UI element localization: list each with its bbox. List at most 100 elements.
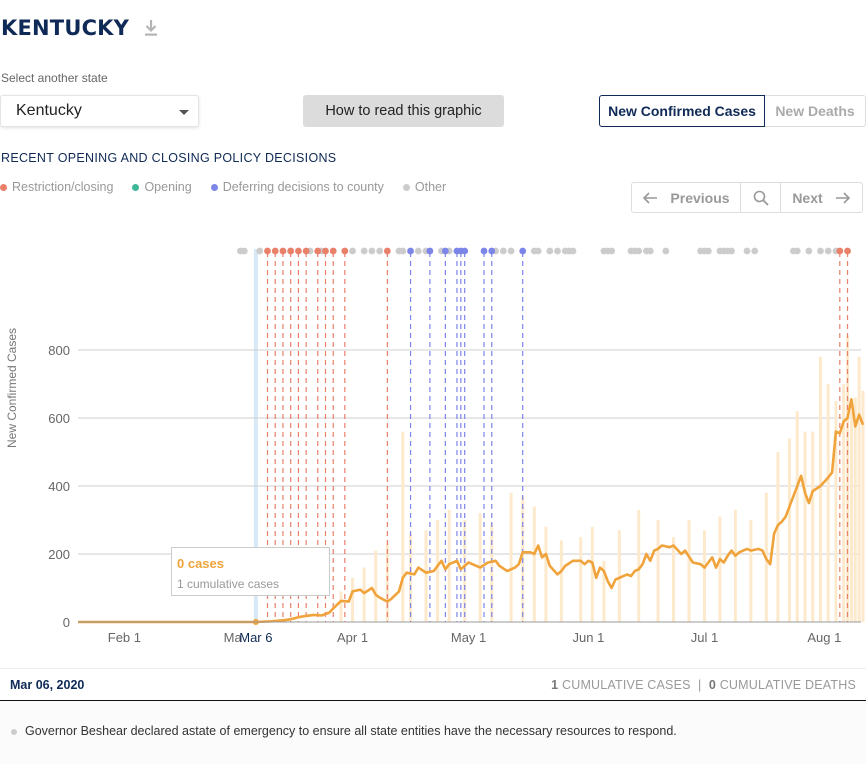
daily-case-bar [490, 523, 494, 622]
cases-chart[interactable]: 0 200 400 600 800 New Confirmed Cases Feb 1 Ma A… [0, 235, 866, 655]
state-select[interactable]: Kentucky [0, 95, 199, 127]
policy-event-dot [271, 247, 279, 255]
policy-event-dot [414, 247, 422, 255]
arrow-left-icon [643, 191, 658, 204]
previous-button[interactable]: Previous [632, 183, 741, 212]
metric-toggle: New Confirmed Cases New Deaths [599, 95, 866, 127]
daily-case-bar [672, 537, 676, 622]
daily-case-bar [842, 384, 846, 622]
x-tick-label: Jul 1 [691, 630, 718, 645]
policy-event-dot [264, 247, 271, 255]
daily-case-bar [749, 520, 753, 622]
legend-item-other: Other [402, 180, 447, 194]
daily-case-bar [339, 591, 343, 622]
y-tick-label: 200 [48, 547, 70, 562]
policy-event-dot [546, 247, 554, 255]
policy-event-dot [314, 247, 322, 255]
policy-event-dot [480, 247, 488, 255]
legend-label: Deferring decisions to county [222, 180, 384, 194]
daily-case-bar [857, 356, 861, 622]
policy-event-dot [817, 247, 824, 255]
policy-event-dot [322, 247, 329, 255]
policy-event-dot [295, 247, 302, 255]
policy-event-dot [441, 247, 449, 255]
x-tick-label: Apr 1 [337, 630, 368, 645]
policy-event-dot [824, 247, 832, 255]
policy-event-dot [844, 247, 851, 255]
legend-dot-deferring [210, 183, 218, 191]
daily-case-bar [559, 540, 563, 622]
policy-event-dot [279, 247, 287, 255]
daily-case-bar [702, 530, 706, 622]
policy-event-dot [341, 247, 349, 255]
policy-event-dot [751, 247, 759, 255]
policy-event-dot [349, 247, 356, 255]
x-tick-label: Feb 1 [108, 630, 141, 645]
state-select-value: Kentucky [16, 102, 82, 119]
event-navigation: Previous Next [631, 182, 863, 213]
daily-case-bar [637, 509, 641, 622]
legend-dot-other [402, 183, 410, 191]
daily-case-bar [861, 390, 865, 622]
daily-case-bar [656, 520, 660, 622]
policy-event-dot [635, 247, 643, 255]
selected-date: Mar 06, 2020 [10, 678, 85, 692]
page-title: KENTUCKY [1, 16, 130, 40]
how-to-read-button[interactable]: How to read this graphic [303, 95, 504, 127]
legend-item-restriction: Restriction/closing [0, 180, 113, 194]
daily-case-bar [834, 401, 838, 622]
daily-case-bar [803, 431, 807, 622]
cumulative-cases-label: CUMULATIVE CASES [561, 678, 691, 692]
chart-tooltip: 0 cases 1 cumulative cases [171, 547, 330, 596]
legend-dot-restriction [0, 183, 7, 191]
policy-event-dot [240, 247, 248, 255]
policy-event-dot [329, 247, 337, 255]
new-cases-tab[interactable]: New Confirmed Cases [599, 95, 765, 127]
policy-event-dot [287, 247, 295, 255]
daily-case-bar [795, 411, 799, 622]
daily-case-bar [385, 543, 389, 622]
policy-event-dot [793, 247, 801, 255]
daily-case-bar [590, 526, 594, 622]
daily-case-bar [826, 384, 830, 622]
daily-case-bar [436, 520, 440, 622]
state-header: KENTUCKY [1, 16, 159, 40]
daily-case-bar [351, 577, 355, 622]
policy-event-dot [399, 247, 407, 255]
policy-event-dot [256, 247, 264, 255]
selected-date-bar: Mar 06, 2020 1 CUMULATIVE CASES | 0 CUMU… [0, 668, 866, 701]
policy-event-dot [554, 247, 561, 255]
policy-event-dot [519, 247, 527, 255]
legend-label: Other [414, 180, 447, 194]
policy-event-dot [743, 247, 751, 255]
policy-event-dot [407, 247, 414, 255]
daily-case-bar [362, 567, 366, 622]
next-button[interactable]: Next [781, 183, 862, 212]
y-tick-label: 600 [48, 411, 70, 426]
download-icon[interactable] [143, 19, 159, 37]
policy-event-dot [426, 247, 434, 255]
daily-case-bar [602, 560, 606, 622]
policy-event-dot [499, 247, 507, 255]
stats-divider: | [694, 678, 706, 692]
y-axis-label: New Confirmed Cases [5, 328, 19, 448]
policy-event-dot [704, 247, 712, 255]
selected-date-axis-label: Mar 6 [239, 630, 272, 645]
policy-event-dot [534, 247, 542, 255]
policy-event-dot [836, 247, 844, 255]
event-description: Governor Beshear declared astate of emer… [25, 724, 677, 738]
daily-case-bar [776, 452, 780, 622]
y-tick-label: 800 [48, 343, 70, 358]
daily-case-bar [811, 431, 815, 622]
legend-label: Restriction/closing [12, 180, 114, 194]
cumulative-cases-number: 1 [551, 678, 559, 692]
policy-event-dot [805, 247, 813, 255]
new-deaths-tab[interactable]: New Deaths [765, 95, 866, 127]
x-tick-label: May 1 [451, 630, 486, 645]
policy-event-dot [368, 247, 376, 255]
search-button[interactable] [741, 183, 781, 212]
y-tick-label: 0 [63, 615, 70, 630]
previous-label: Previous [670, 189, 730, 206]
policy-event-dot [302, 247, 310, 255]
policy-event-dot [461, 247, 469, 255]
